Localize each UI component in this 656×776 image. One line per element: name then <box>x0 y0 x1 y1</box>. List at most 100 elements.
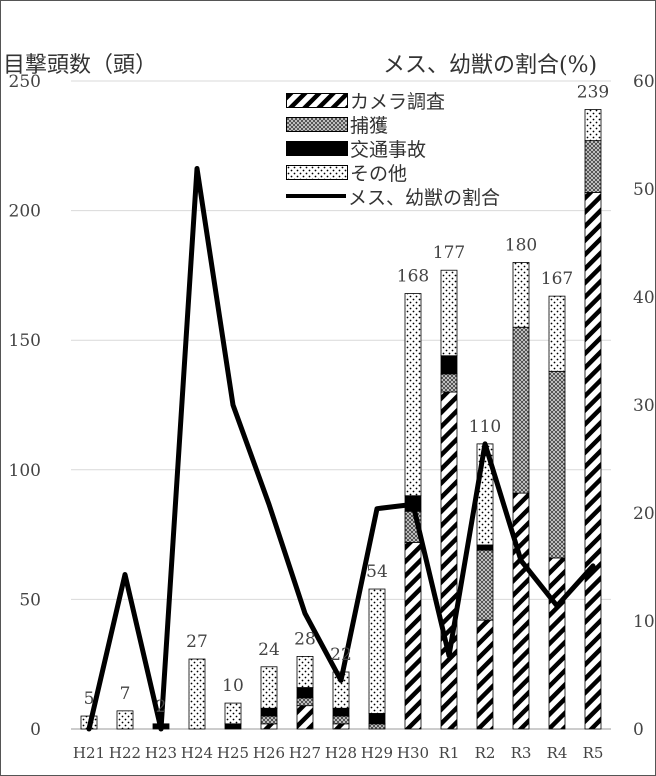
legend-swatch-traffic <box>286 140 348 156</box>
x-tick-label: H29 <box>361 744 393 762</box>
legend: カメラ調査 捕獲 交通事故 その他 メス、幼獣の割合 <box>286 88 501 209</box>
x-tick-label: R4 <box>547 744 568 762</box>
ratio-line <box>86 165 596 732</box>
bar-segment-camera <box>296 705 314 730</box>
bar-segment-traffic <box>440 355 458 375</box>
legend-label-traffic: 交通事故 <box>350 138 427 161</box>
bar-segment-capture <box>332 715 350 725</box>
bar-total-label: 167 <box>541 269 573 289</box>
y-right-tick-label: 30 <box>633 396 655 416</box>
legend-swatch-other <box>286 164 348 180</box>
bar-total-label: 24 <box>258 640 280 660</box>
x-tick-label: H26 <box>253 744 285 762</box>
legend-item-capture: 捕獲 <box>286 112 500 137</box>
y-right-tick-label: 50 <box>633 180 655 200</box>
y-right-tick-label: 40 <box>633 288 655 308</box>
y-left-tick-label: 150 <box>9 331 41 351</box>
x-tick-label: H24 <box>181 744 213 762</box>
bar-segment-other <box>224 702 242 725</box>
bar-total-label: 5 <box>84 689 95 709</box>
bar-segment-capture <box>476 549 494 621</box>
x-tick-label: H23 <box>145 744 177 762</box>
bar-total-label: 239 <box>577 83 609 103</box>
bar-segment-traffic <box>368 713 386 725</box>
x-tick-label: H28 <box>325 744 357 762</box>
bar-segment-other <box>116 710 134 730</box>
bar-segment-traffic <box>476 544 494 551</box>
bar-segment-camera <box>476 619 494 730</box>
bar-total-label: 168 <box>397 267 429 287</box>
bar-segment-camera <box>440 391 458 730</box>
bar-total-label: 180 <box>505 235 537 255</box>
bar-segment-capture <box>584 140 602 193</box>
bar-segment-other <box>512 262 530 328</box>
bar-segment-camera <box>512 492 530 730</box>
bar-total-label: 177 <box>433 243 465 263</box>
legend-item-ratio: メス、幼獣の割合 <box>286 184 501 209</box>
bar-segment-camera <box>548 557 566 730</box>
y-left-tick-label: 0 <box>30 720 41 740</box>
bar-segment-other <box>440 269 458 357</box>
legend-label-other: その他 <box>350 162 408 185</box>
bar-segment-traffic <box>332 707 350 717</box>
legend-label-ratio: メス、幼獣の割合 <box>348 186 501 209</box>
bar-segment-capture <box>260 715 278 725</box>
x-tick-label: R3 <box>511 744 532 762</box>
y-left-tick-label: 50 <box>19 590 41 610</box>
bar-segment-camera <box>584 192 602 730</box>
bar-segment-other <box>260 666 278 709</box>
bar-total-label: 110 <box>469 417 501 437</box>
bar-segment-other <box>548 295 566 372</box>
bar-segment-traffic <box>260 707 278 717</box>
x-tick-label: R1 <box>439 744 460 762</box>
bar-segment-capture <box>440 373 458 393</box>
left-axis-title: 目撃頭数（頭） <box>3 53 158 78</box>
right-axis-title: メス、幼獣の割合(%) <box>383 53 598 78</box>
bar-segment-capture <box>296 697 314 707</box>
bar-total-label: 27 <box>186 632 208 652</box>
legend-swatch-camera <box>286 92 348 108</box>
bar-segment-capture <box>512 326 530 494</box>
y-right-tick-label: 10 <box>633 612 655 632</box>
bar-segment-other <box>296 656 314 688</box>
x-tick-label: R5 <box>583 744 604 762</box>
legend-swatch-ratio <box>286 194 346 198</box>
y-right-tick-label: 0 <box>633 720 644 740</box>
bar-segment-traffic <box>296 687 314 699</box>
legend-label-capture: 捕獲 <box>350 114 389 137</box>
legend-swatch-capture <box>286 116 348 132</box>
bar-segment-other <box>584 109 602 142</box>
bar-segment-camera <box>260 723 278 730</box>
bar-total-label: 7 <box>120 684 131 704</box>
y-left-tick-label: 250 <box>9 72 41 92</box>
bar-total-label: 54 <box>366 562 388 582</box>
bar-segment-camera <box>404 541 422 730</box>
legend-item-other: その他 <box>286 160 500 185</box>
y-right-tick-label: 20 <box>633 504 655 524</box>
bar-total-label: 28 <box>294 629 316 649</box>
x-tick-label: H21 <box>73 744 105 762</box>
y-right-tick-label: 60 <box>633 72 655 92</box>
y-left-tick-label: 200 <box>9 202 41 222</box>
bar-segment-camera <box>332 723 350 730</box>
bar-total-label: 2 <box>156 697 167 717</box>
y-left-tick-label: 100 <box>9 461 41 481</box>
x-tick-label: H25 <box>217 744 249 762</box>
bar-segment-other <box>404 293 422 497</box>
legend-label-camera: カメラ調査 <box>350 90 446 113</box>
x-tick-label: H30 <box>397 744 429 762</box>
bar-total-label: 10 <box>222 676 244 696</box>
bar-segment-other <box>188 658 206 730</box>
bar-segment-capture <box>548 370 566 559</box>
legend-item-traffic: 交通事故 <box>286 136 500 161</box>
x-tick-label: H27 <box>289 744 321 762</box>
bar-segment-traffic <box>224 723 242 730</box>
legend-item-camera: カメラ調査 <box>286 88 500 113</box>
bar-segment-capture <box>368 723 386 730</box>
x-tick-label: H22 <box>109 744 141 762</box>
bar-segment-other <box>368 588 386 714</box>
x-tick-label: R2 <box>475 744 496 762</box>
bar-total-label: 22 <box>330 645 352 665</box>
